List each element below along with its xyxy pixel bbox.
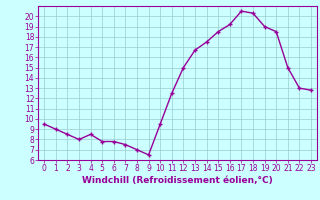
X-axis label: Windchill (Refroidissement éolien,°C): Windchill (Refroidissement éolien,°C) <box>82 176 273 185</box>
